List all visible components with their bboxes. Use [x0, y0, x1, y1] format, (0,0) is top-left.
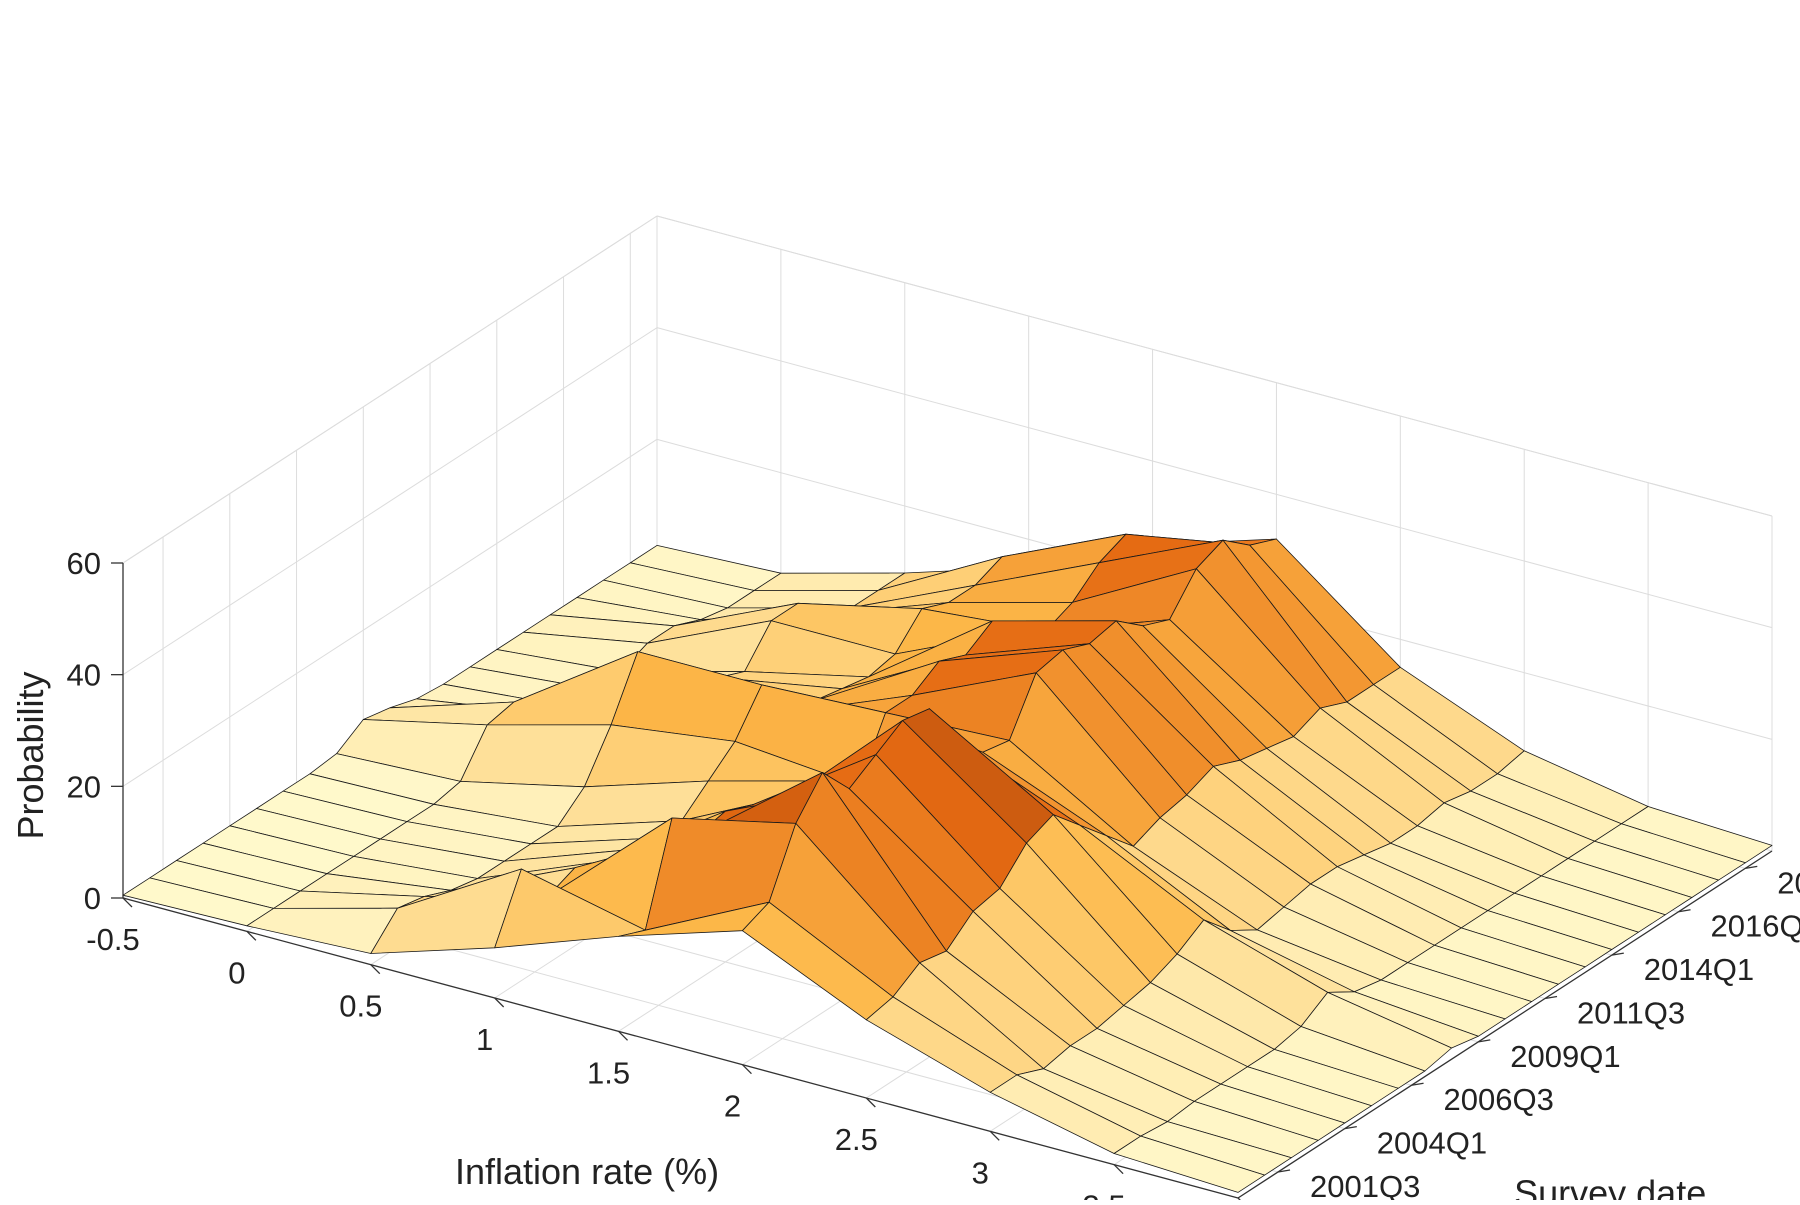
x-tick-label: 0: [228, 955, 245, 990]
pane-edge: [657, 216, 1772, 516]
x-tick-label: 1.5: [587, 1055, 630, 1090]
z-axis-label: Probability: [10, 671, 51, 839]
x-tick-label: 2: [724, 1089, 741, 1124]
z-tick-label: 60: [67, 546, 101, 581]
y-axis-label: Survey date: [1514, 1173, 1706, 1200]
y-tick-label: 2011Q3: [1577, 995, 1685, 1030]
x-tick-label: 2.5: [835, 1122, 878, 1157]
z-tick-label: 0: [84, 881, 101, 916]
x-tick-label: -0.5: [86, 922, 139, 957]
z-tick-label: 20: [67, 769, 101, 804]
x-tick-label: 1: [476, 1022, 493, 1057]
y-tick-label: 2019Q1: [1777, 865, 1800, 900]
z-tick-label: 40: [67, 658, 101, 693]
y-tick-label: 2006Q3: [1444, 1082, 1554, 1117]
y-tick-label: 2001Q3: [1310, 1169, 1420, 1200]
y-tick-label: 2004Q1: [1377, 1126, 1487, 1161]
x-tick-label: 0.5: [339, 989, 382, 1024]
x-axis-label: Inflation rate (%): [455, 1151, 719, 1192]
y-tick-label: 2009Q1: [1510, 1039, 1620, 1074]
pane-edge: [123, 216, 657, 563]
x-tick-label: 3.5: [1083, 1189, 1126, 1200]
y-tick-label: 2014Q1: [1644, 952, 1754, 987]
y-tick-label: 2016Q3: [1711, 909, 1800, 944]
x-tick-label: 3: [972, 1155, 989, 1190]
